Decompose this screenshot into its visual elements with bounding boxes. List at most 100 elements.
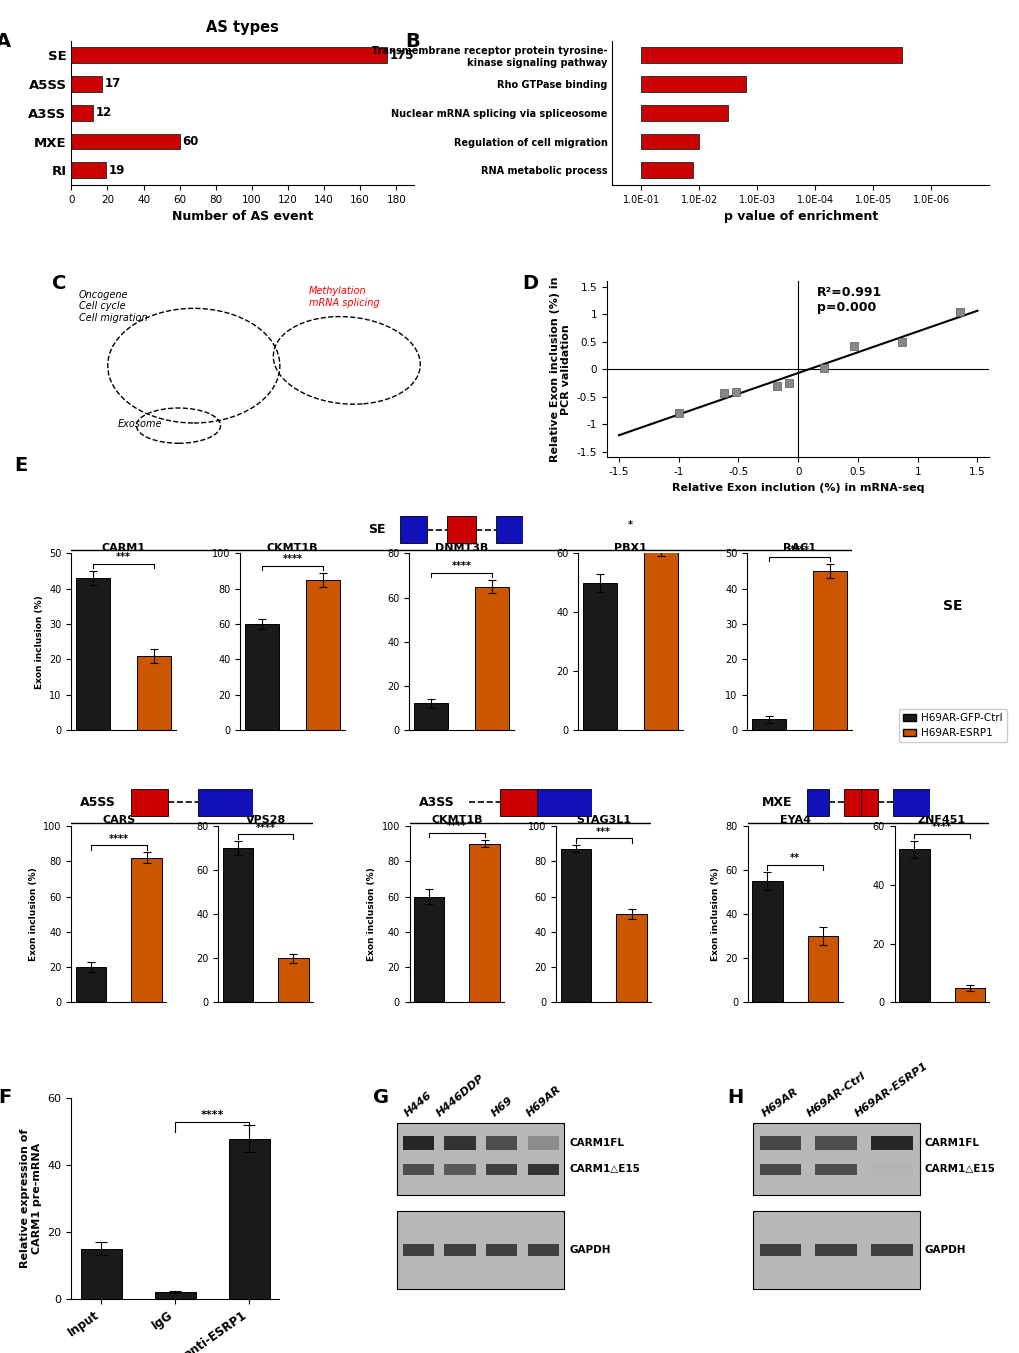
- Text: A5SS: A5SS: [81, 796, 116, 809]
- Bar: [814, 1164, 856, 1174]
- Y-axis label: Exon inclusion (%): Exon inclusion (%): [367, 867, 376, 961]
- Bar: [130, 789, 167, 816]
- Point: [951, 302, 967, 323]
- Title: CARS: CARS: [102, 816, 136, 825]
- Text: ****: ****: [256, 823, 275, 832]
- Text: H69AR-ESRP1: H69AR-ESRP1: [853, 1061, 929, 1119]
- Y-axis label: Exon inclusion (%): Exon inclusion (%): [29, 867, 38, 961]
- Bar: [751, 881, 782, 1003]
- Text: **: **: [790, 854, 799, 863]
- Bar: [444, 1243, 475, 1256]
- X-axis label: Number of AS event: Number of AS event: [172, 210, 313, 223]
- Text: ****: ****: [109, 833, 128, 844]
- Text: A3SS: A3SS: [419, 796, 454, 809]
- Bar: [222, 848, 253, 1003]
- Text: SE: SE: [368, 524, 385, 536]
- Point: [815, 357, 832, 379]
- Bar: [814, 1135, 856, 1150]
- Title: PBX1: PBX1: [613, 543, 646, 553]
- Text: B: B: [405, 32, 419, 51]
- Y-axis label: Exon inclusion (%): Exon inclusion (%): [710, 867, 719, 961]
- Bar: [414, 897, 444, 1003]
- Bar: [155, 1292, 196, 1299]
- Bar: [812, 571, 846, 729]
- X-axis label: p value of enrichment: p value of enrichment: [723, 210, 877, 223]
- Bar: [759, 1243, 801, 1256]
- Bar: [893, 789, 929, 816]
- Text: 17: 17: [105, 77, 121, 91]
- Text: H69AR: H69AR: [759, 1086, 800, 1119]
- Bar: [641, 162, 693, 179]
- Title: CKMT1B: CKMT1B: [431, 816, 482, 825]
- Y-axis label: Relative Exon inclusion (%) in
PCR validation: Relative Exon inclusion (%) in PCR valid…: [549, 276, 571, 461]
- Bar: [641, 47, 902, 64]
- Bar: [75, 967, 106, 1003]
- Text: H69AR: H69AR: [524, 1084, 562, 1119]
- Bar: [752, 1123, 919, 1195]
- Bar: [403, 1243, 433, 1256]
- Text: MXE: MXE: [761, 796, 792, 809]
- Bar: [641, 134, 699, 149]
- Title: CKMT1B: CKMT1B: [267, 543, 318, 553]
- Text: C: C: [52, 273, 66, 294]
- Bar: [397, 1123, 564, 1195]
- Bar: [138, 656, 171, 729]
- Y-axis label: Exon inclusion (%): Exon inclusion (%): [35, 595, 44, 689]
- Text: CARM1△E15: CARM1△E15: [569, 1165, 640, 1174]
- Bar: [397, 1211, 564, 1289]
- Bar: [444, 1135, 475, 1150]
- Bar: [583, 583, 616, 729]
- Bar: [641, 104, 728, 120]
- Bar: [536, 789, 591, 816]
- Bar: [870, 1243, 912, 1256]
- Bar: [414, 704, 447, 729]
- Text: F: F: [0, 1088, 12, 1108]
- Bar: [71, 47, 387, 64]
- Point: [846, 336, 862, 357]
- Text: E: E: [14, 456, 28, 475]
- Point: [893, 331, 909, 353]
- Legend: H69AR-GFP-Ctrl, H69AR-ESRP1: H69AR-GFP-Ctrl, H69AR-ESRP1: [898, 709, 1006, 743]
- Text: ****: ****: [282, 555, 303, 564]
- Text: R²=0.991
p=0.000: R²=0.991 p=0.000: [816, 287, 881, 314]
- Bar: [71, 162, 106, 179]
- Bar: [81, 1249, 121, 1299]
- Bar: [860, 789, 877, 816]
- Bar: [486, 1243, 517, 1256]
- Text: H: H: [727, 1088, 743, 1108]
- Text: ****: ****: [201, 1111, 224, 1120]
- Bar: [641, 76, 745, 92]
- Title: CARM1: CARM1: [102, 543, 146, 553]
- Bar: [751, 720, 785, 729]
- Bar: [198, 789, 253, 816]
- Bar: [403, 1164, 433, 1174]
- Text: ****: ****: [931, 821, 951, 832]
- Text: SE: SE: [943, 599, 962, 613]
- Bar: [814, 1243, 856, 1256]
- Text: Methylation
mRNA splicing: Methylation mRNA splicing: [309, 287, 379, 308]
- Text: H69: H69: [489, 1095, 514, 1119]
- Bar: [486, 1135, 517, 1150]
- Bar: [228, 1138, 269, 1299]
- Title: DNMT3B: DNMT3B: [434, 543, 488, 553]
- Text: 60: 60: [182, 135, 199, 147]
- Bar: [528, 1135, 558, 1150]
- Text: ***: ***: [596, 827, 610, 836]
- Title: EYA4: EYA4: [779, 816, 810, 825]
- Point: [767, 375, 784, 396]
- Bar: [528, 1164, 558, 1174]
- Bar: [469, 844, 499, 1003]
- Point: [780, 372, 796, 394]
- Text: 175: 175: [389, 49, 414, 62]
- Title: AS types: AS types: [206, 20, 279, 35]
- Bar: [759, 1164, 801, 1174]
- Bar: [644, 548, 678, 729]
- Bar: [870, 1164, 912, 1174]
- Title: STAG3L1: STAG3L1: [576, 816, 631, 825]
- Text: CARM1FL: CARM1FL: [923, 1138, 978, 1147]
- Title: RAC1: RAC1: [783, 543, 815, 553]
- Point: [715, 383, 732, 405]
- X-axis label: Relative Exon inclution (%) in mRNA-seq: Relative Exon inclution (%) in mRNA-seq: [672, 483, 923, 492]
- Bar: [870, 1135, 912, 1150]
- Text: A: A: [0, 32, 11, 51]
